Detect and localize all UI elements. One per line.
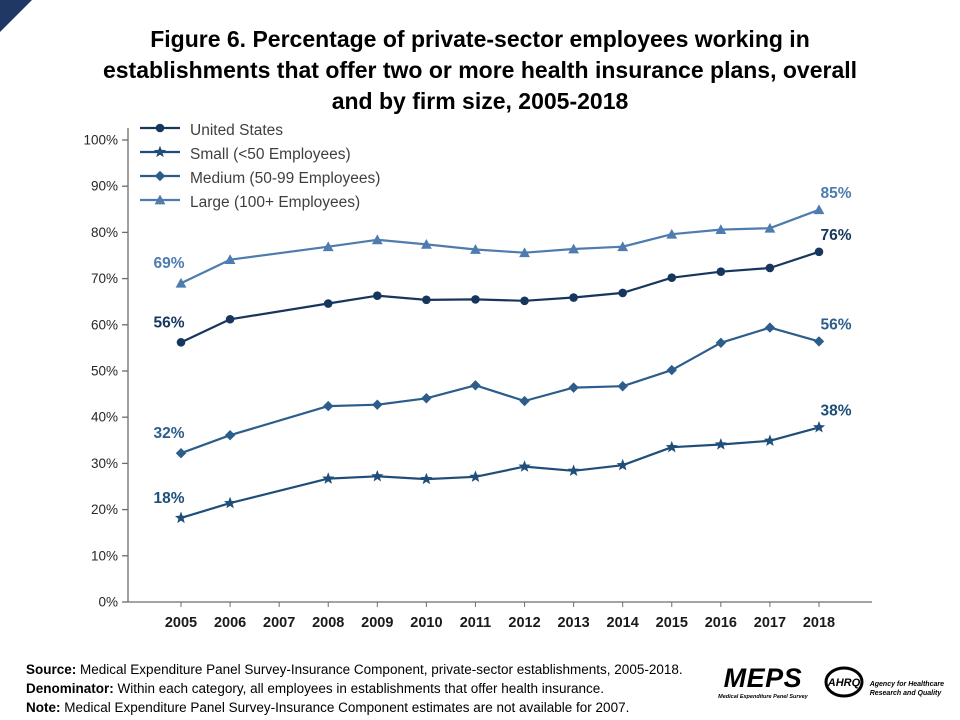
- svg-text:18%: 18%: [153, 490, 184, 507]
- circle-marker-icon: [138, 120, 182, 141]
- legend-item-large: Large (100+ Employees): [138, 192, 380, 213]
- triangle-marker-icon: [138, 192, 182, 213]
- legend-label: United States: [190, 121, 284, 139]
- svg-text:85%: 85%: [820, 185, 851, 202]
- svg-text:2015: 2015: [656, 615, 688, 631]
- ahrq-caption-line1: Agency for Healthcare: [869, 681, 944, 689]
- svg-text:76%: 76%: [820, 227, 851, 244]
- ahrq-caption: Agency for Healthcare Research and Quali…: [870, 681, 944, 700]
- svg-text:2005: 2005: [165, 615, 197, 631]
- source-note: Source: Medical Expenditure Panel Survey…: [26, 660, 746, 679]
- note-label: Note:: [26, 700, 61, 716]
- chart-area: 0% 10% 20% 30% 40% 50% 60% 70% 80% 90% 100% 2005 200…: [0, 112, 960, 657]
- note-text: Medical Expenditure Panel Survey-Insuran…: [64, 700, 630, 716]
- ahrq-caption-line2: Research and Quality: [869, 689, 942, 697]
- ahrq-emblem-icon: AHRQ: [824, 666, 864, 698]
- svg-text:38%: 38%: [820, 402, 851, 419]
- denominator-text: Within each category, all employees in e…: [117, 681, 605, 697]
- svg-text:2017: 2017: [754, 615, 786, 631]
- svg-text:2009: 2009: [361, 615, 393, 631]
- svg-text:100%: 100%: [83, 133, 118, 148]
- svg-text:2008: 2008: [312, 615, 344, 631]
- svg-text:80%: 80%: [91, 225, 118, 240]
- diamond-marker-icon: [138, 168, 182, 189]
- svg-text:10%: 10%: [91, 548, 118, 563]
- legend-label: Medium (50-99 Employees): [190, 169, 381, 187]
- svg-text:32%: 32%: [153, 425, 184, 442]
- legend-item-united-states: United States: [138, 120, 380, 141]
- line-chart: 0% 10% 20% 30% 40% 50% 60% 70% 80% 90% 100% 2005 200…: [83, 128, 872, 631]
- footnotes: Source: Medical Expenditure Panel Survey…: [26, 660, 746, 717]
- chart-legend: United States Small (<50 Employees) Medi…: [138, 120, 380, 213]
- svg-text:40%: 40%: [91, 410, 118, 425]
- meps-caption: Medical Expenditure Panel Survey: [718, 693, 808, 700]
- svg-text:2013: 2013: [557, 615, 589, 631]
- corner-accent: [0, 0, 32, 32]
- ahrq-wordmark: AHRQ: [826, 677, 860, 689]
- svg-text:50%: 50%: [91, 364, 118, 379]
- availability-note: Note: Medical Expenditure Panel Survey-I…: [26, 698, 746, 717]
- legend-label: Large (100+ Employees): [190, 193, 361, 211]
- svg-text:2010: 2010: [410, 615, 442, 631]
- star-marker-icon: [138, 144, 182, 165]
- legend-item-small: Small (<50 Employees): [138, 144, 380, 165]
- svg-text:56%: 56%: [153, 314, 184, 331]
- svg-text:2018: 2018: [803, 615, 835, 631]
- svg-text:2011: 2011: [460, 615, 491, 631]
- source-label: Source:: [26, 662, 77, 677]
- ahrq-logo: AHRQ Agency for Healthcare Research and …: [824, 664, 944, 700]
- legend-label: Small (<50 Employees): [190, 145, 351, 163]
- meps-logo: MEPS Medical Expenditure Panel Survey: [718, 662, 808, 700]
- svg-text:2006: 2006: [214, 615, 246, 631]
- svg-text:20%: 20%: [91, 502, 118, 517]
- svg-text:2007: 2007: [263, 615, 295, 631]
- svg-text:90%: 90%: [91, 179, 118, 194]
- denominator-label: Denominator:: [26, 681, 114, 697]
- meps-wordmark: MEPS: [723, 662, 803, 693]
- svg-text:30%: 30%: [91, 456, 118, 471]
- agency-logos: MEPS Medical Expenditure Panel Survey AH…: [718, 664, 944, 700]
- svg-text:2014: 2014: [607, 615, 639, 631]
- svg-text:2012: 2012: [508, 615, 540, 631]
- page-title: Figure 6. Percentage of private-sector e…: [102, 26, 858, 115]
- svg-text:0%: 0%: [98, 595, 118, 610]
- source-text: Medical Expenditure Panel Survey-Insuran…: [80, 662, 683, 677]
- legend-item-medium: Medium (50-99 Employees): [138, 168, 380, 189]
- svg-text:70%: 70%: [91, 271, 118, 286]
- svg-text:56%: 56%: [820, 316, 851, 333]
- svg-text:60%: 60%: [91, 317, 118, 332]
- svg-text:69%: 69%: [153, 255, 184, 272]
- svg-text:2016: 2016: [705, 615, 737, 631]
- denominator-note: Denominator: Within each category, all e…: [26, 679, 746, 698]
